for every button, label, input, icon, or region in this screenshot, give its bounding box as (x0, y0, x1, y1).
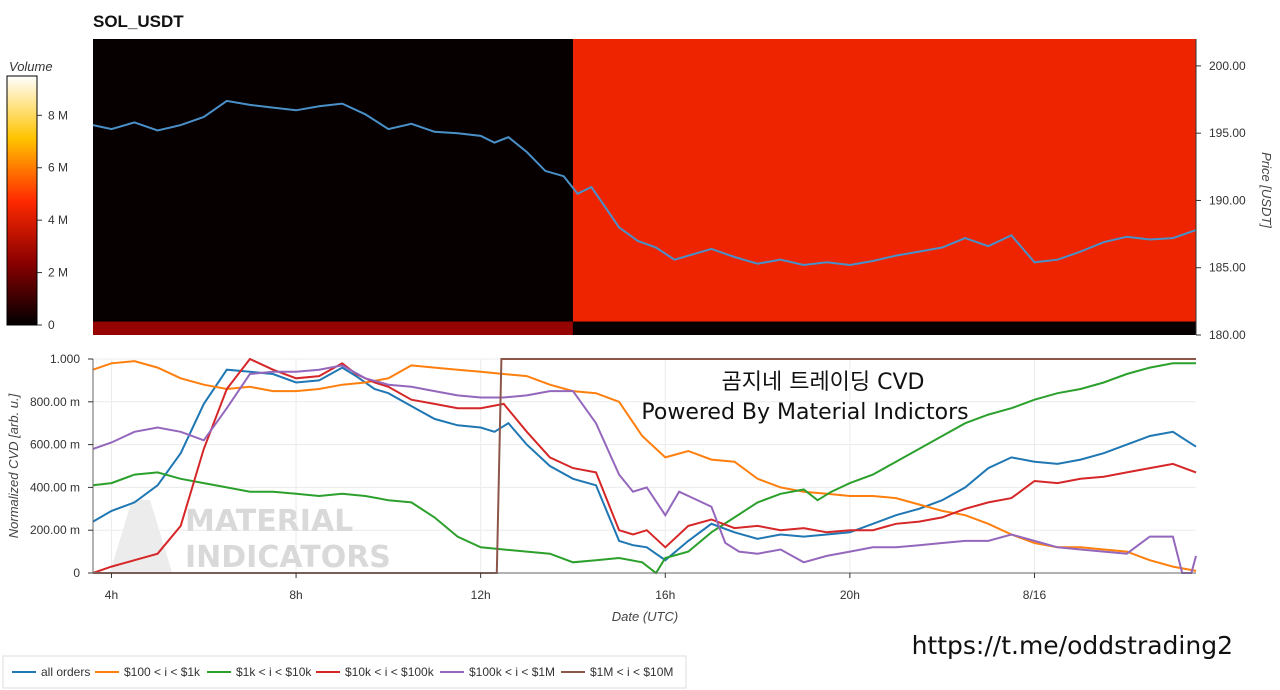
colorbar-tick-label: 4 M (48, 213, 68, 227)
cvd-tick-label: 0 (73, 566, 80, 580)
cvd-series-line (92, 366, 1197, 562)
telegram-link[interactable]: https://t.me/oddstrading2 (912, 631, 1233, 660)
date-tick-label: 16h (655, 588, 675, 602)
date-tick-label: 8h (289, 588, 302, 602)
date-tick-label: 12h (471, 588, 491, 602)
heatmap-cell (93, 39, 573, 322)
legend-label: all orders (41, 665, 90, 679)
cvd-axis: 0 200.00 m 400.00 m 600.00 m 800.00 m 1.000 (30, 352, 93, 580)
cvd-tick-label: 600.00 m (30, 438, 80, 452)
legend-label: $10k < i < $100k (345, 665, 435, 679)
cvd-tick-label: 200.00 m (30, 523, 80, 537)
cvd-tick-label: 1.000 (50, 352, 80, 366)
price-line (92, 99, 1197, 267)
colorbar-tick-label: 2 M (48, 266, 68, 280)
legend-label: $1k < i < $10k (236, 665, 312, 679)
price-tick-label: 185.00 (1209, 261, 1246, 275)
chart-title: SOL_USDT (93, 12, 184, 31)
price-tick-label: 200.00 (1209, 59, 1246, 73)
heatmap-panel: 180.00 185.00 190.00 195.00 200.00 Price [US… (92, 39, 1274, 342)
overlay-subtitle: Powered By Material Indictors (641, 400, 968, 425)
date-tick-label: 20h (840, 588, 860, 602)
cvd-plot-area (93, 359, 1196, 573)
watermark: MATERIAL INDICATORS (110, 500, 391, 575)
heatmap-cell (572, 39, 1196, 322)
colorbar-tick-label: 6 M (48, 161, 68, 175)
cvd-axis-label: Normalized CVD [arb. u.] (6, 393, 21, 538)
date-tick-label: 8/16 (1023, 588, 1047, 602)
price-tick-label: 180.00 (1209, 328, 1246, 342)
cvd-panel: MATERIAL INDICATORS 4h 8h 12h 16h 20h 8/16 0 2… (6, 352, 1197, 624)
legend: all orders $100 < i < $1k $1k < i < $10k $1… (2, 655, 687, 689)
heatmap-cells (93, 39, 1196, 336)
legend-items: all orders $100 < i < $1k $1k < i < $10k $1… (12, 665, 673, 679)
cvd-tick-label: 800.00 m (30, 395, 80, 409)
colorbar: Volume 0 2 M 4 M 6 M 8 M (6, 59, 68, 332)
price-tick-label: 190.00 (1209, 193, 1246, 207)
date-axis-label: Date (UTC) (612, 609, 678, 624)
legend-label: $100 < i < $1k (124, 665, 201, 679)
colorbar-tick-label: 8 M (48, 108, 68, 122)
colorbar-ticks: 0 2 M 4 M 6 M 8 M (37, 108, 68, 332)
colorbar-gradient (6, 75, 38, 326)
watermark-line-2: INDICATORS (185, 540, 391, 575)
date-tick-label: 4h (105, 588, 118, 602)
colorbar-tick-label: 0 (48, 318, 55, 332)
colorbar-title: Volume (9, 59, 53, 74)
legend-label: $1M < i < $10M (590, 665, 673, 679)
watermark-line-1: MATERIAL (185, 504, 353, 539)
date-axis: 4h 8h 12h 16h 20h 8/16 (105, 573, 1047, 602)
cvd-tick-label: 400.00 m (30, 480, 80, 494)
price-axis: 180.00 185.00 190.00 195.00 200.00 (1195, 39, 1246, 342)
overlay-title: 곰지네 트레이딩 CVD (721, 370, 924, 395)
legend-label: $100k < i < $1M (469, 665, 555, 679)
cvd-series-line (92, 364, 1197, 574)
price-axis-label: Price [USDT] (1259, 152, 1274, 228)
price-tick-label: 195.00 (1209, 126, 1246, 140)
